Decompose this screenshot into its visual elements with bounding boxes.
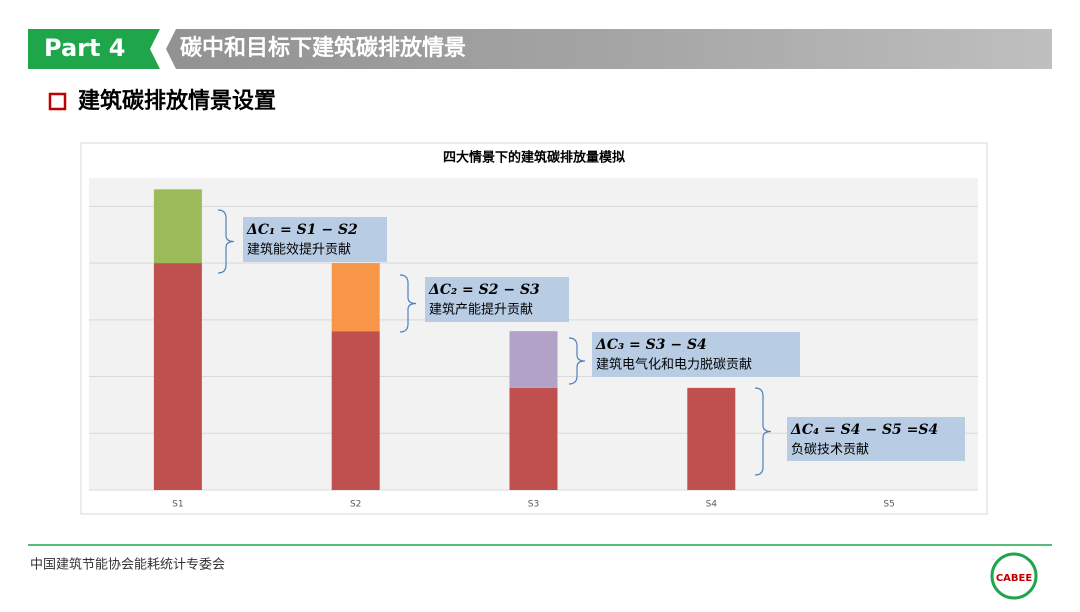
footer-org: 中国建筑节能协会能耗统计专委会 (30, 557, 225, 573)
x-tick-label: S5 (883, 500, 894, 510)
bar-segment (687, 387, 736, 490)
bar-segment (153, 189, 202, 264)
brace (754, 387, 772, 476)
section-title: 建筑碳排放情景设置 (78, 88, 276, 114)
annotation-text: 建筑能效提升贡献 (247, 242, 351, 258)
header-part: Part 4 (44, 34, 126, 62)
bar-segment (509, 331, 558, 388)
annotation-box (592, 332, 800, 377)
brace (399, 274, 417, 333)
header-title: 碳中和目标下建筑碳排放情景 (180, 35, 466, 61)
header-bar (28, 29, 1052, 69)
chart-title: 四大情景下的建筑碳排放量模拟 (443, 150, 625, 166)
annotation-text: 建筑电气化和电力脱碳贡献 (596, 357, 752, 373)
annotation-formula: ΔC₂ = S2 − S3 (428, 282, 540, 298)
brace (217, 209, 235, 274)
x-tick-label: S2 (350, 500, 361, 510)
x-tick-label: S3 (528, 500, 539, 510)
annotation-formula: ΔC₃ = S3 − S4 (595, 337, 707, 353)
logo-ring (990, 552, 1038, 600)
x-tick-label: S1 (172, 500, 183, 510)
annotation-text: 负碳技术贡献 (791, 443, 869, 458)
annotation-box (787, 417, 965, 461)
bar-segment (331, 331, 380, 490)
logo-text: CABEE (996, 573, 1033, 584)
brace (568, 337, 586, 385)
header-part-bg (28, 29, 160, 69)
annotation-formula: ΔC₄ = S4 − S5 =S4 (790, 422, 938, 438)
annotation-box (425, 277, 569, 322)
annotation-box (243, 217, 387, 262)
bar-segment (153, 263, 202, 490)
annotation-text: 建筑产能提升贡献 (429, 302, 533, 318)
x-tick-label: S4 (706, 500, 718, 510)
header-chevron (150, 29, 176, 69)
bar-segment (509, 387, 558, 490)
annotation-formula: ΔC₁ = S1 − S2 (246, 222, 358, 238)
bullet (48, 92, 67, 111)
bar-segment (331, 263, 380, 332)
